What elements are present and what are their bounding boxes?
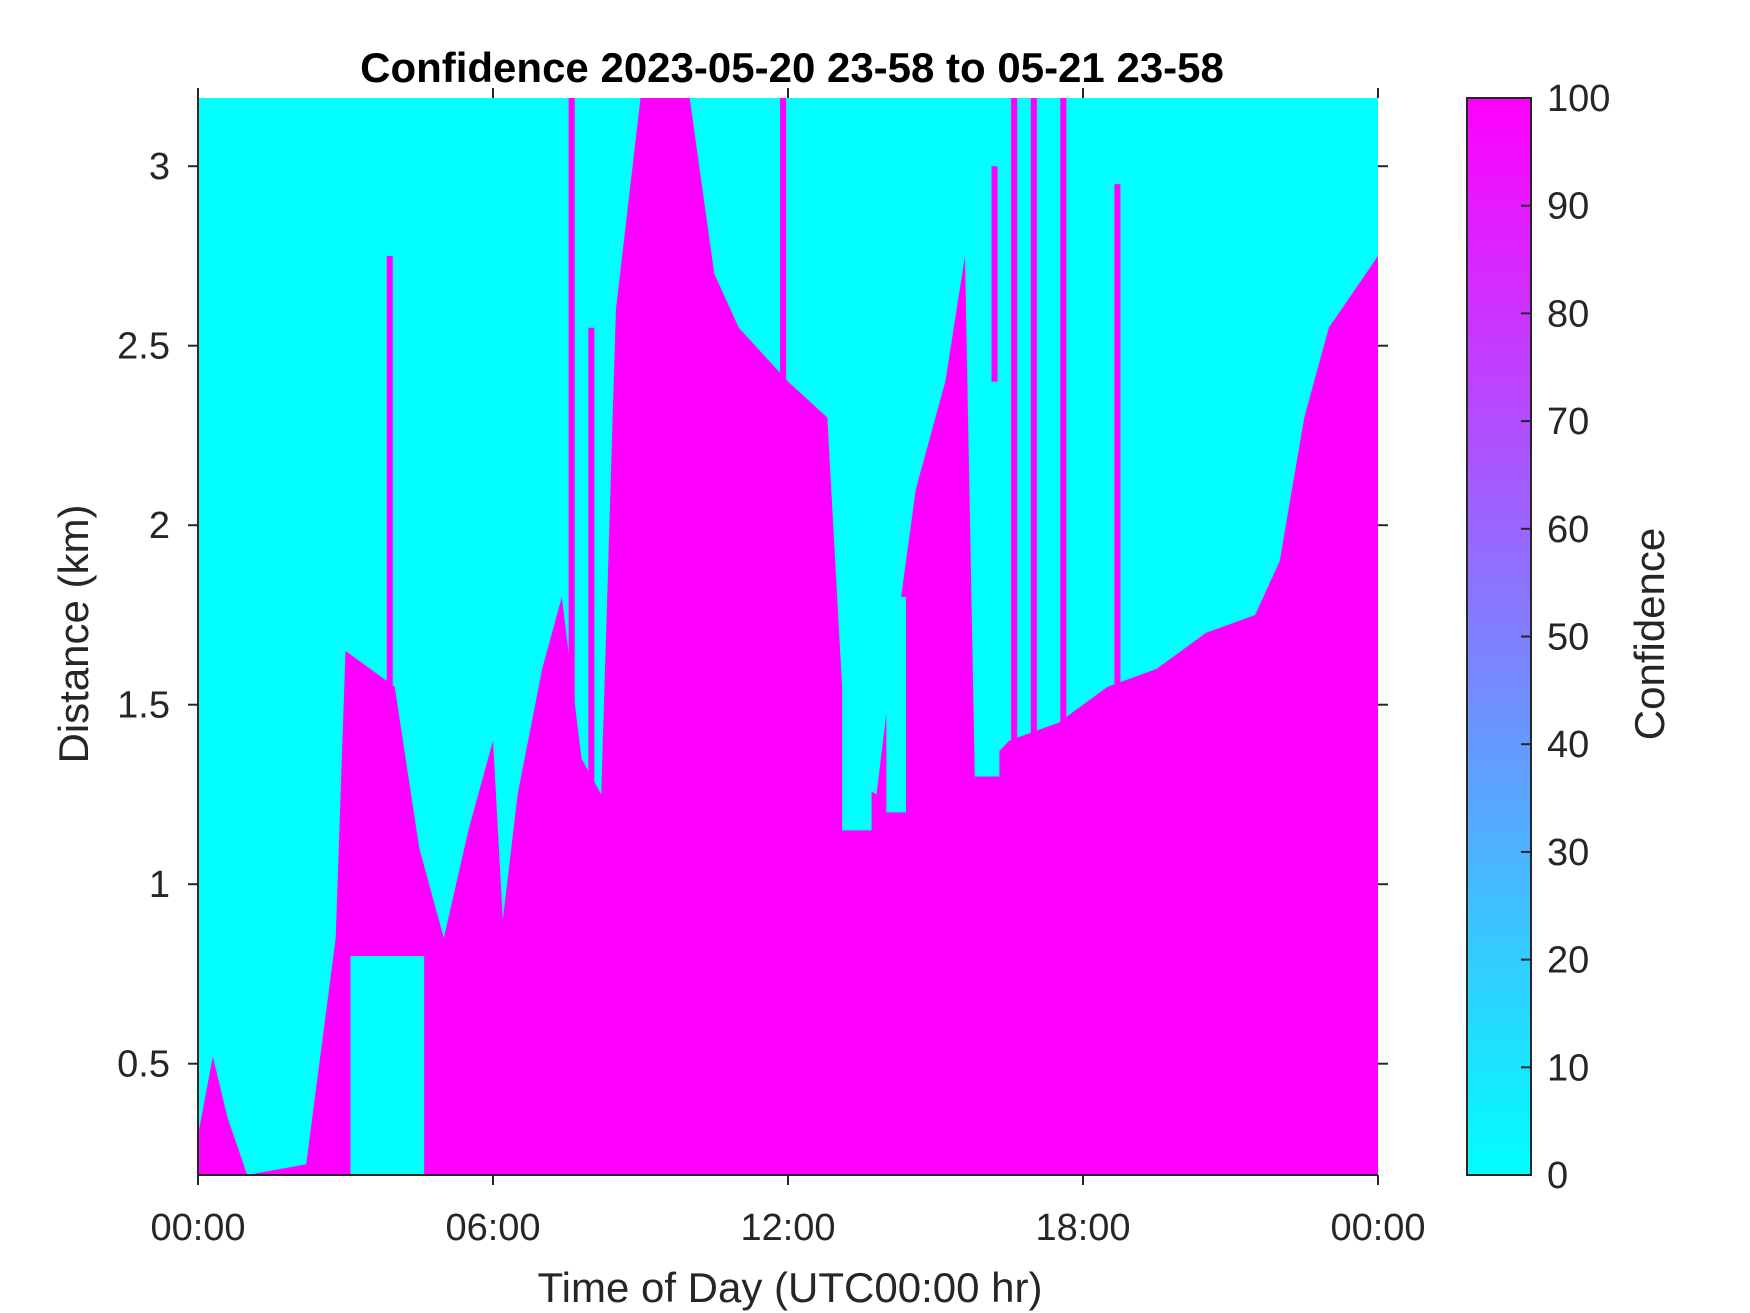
y-axis-label: Distance (km) [50, 504, 97, 763]
y-tick-label: 1.5 [117, 685, 170, 727]
low-confidence-pocket [842, 381, 872, 831]
colorbar-gradient [1466, 97, 1532, 1176]
y-tick-label: 1 [149, 864, 170, 906]
colorbar: 0 10 20 30 40 50 60 70 80 90 100 [1466, 78, 1610, 1197]
high-confidence-streak [588, 327, 595, 1175]
y-tick-label: 3 [149, 146, 170, 188]
x-tick-label: 00:00 [150, 1207, 245, 1249]
colorbar-tick-label: 0 [1547, 1155, 1568, 1197]
x-tick-label: 12:00 [740, 1207, 835, 1249]
y-tick-label: 2 [149, 505, 170, 547]
high-confidence-streak [568, 98, 575, 1175]
high-confidence-region [198, 98, 1378, 1175]
high-confidence-streak [1114, 184, 1121, 1175]
low-confidence-pocket [886, 597, 906, 813]
plot-area [198, 98, 1378, 1175]
colorbar-tick-label: 10 [1547, 1047, 1589, 1089]
low-confidence-pocket [350, 956, 425, 1175]
high-confidence-streak [1060, 98, 1067, 1175]
high-confidence-streak [1011, 98, 1018, 1175]
y-axis-ticks: 0.5 1 1.5 2 2.5 3 [117, 146, 1388, 1086]
y-tick-label: 2.5 [117, 326, 170, 368]
x-tick-label: 18:00 [1035, 1207, 1130, 1249]
high-confidence-streak [780, 98, 787, 1175]
high-confidence-streak [1030, 98, 1037, 1175]
colorbar-tick-label: 100 [1547, 78, 1610, 120]
y-tick-label: 0.5 [117, 1044, 170, 1086]
colorbar-label: Confidence [1626, 528, 1673, 740]
high-confidence-streak [386, 255, 393, 1175]
x-tick-label: 00:00 [1330, 1207, 1425, 1249]
colorbar-tick-label: 40 [1547, 724, 1589, 766]
x-tick-label: 06:00 [445, 1207, 540, 1249]
colorbar-tick-label: 70 [1547, 401, 1589, 443]
low-confidence-pocket [974, 381, 1000, 777]
chart-title: Confidence 2023-05-20 23-58 to 05-21 23-… [360, 44, 1224, 91]
colorbar-tick-label: 90 [1547, 186, 1589, 228]
x-axis-ticks: 00:00 06:00 12:00 18:00 00:00 [150, 88, 1426, 1249]
colorbar-tick-label: 50 [1547, 617, 1589, 659]
colorbar-tick-label: 80 [1547, 293, 1589, 335]
colorbar-tick-label: 30 [1547, 832, 1589, 874]
x-axis-label: Time of Day (UTC00:00 hr) [538, 1264, 1043, 1311]
colorbar-tick-label: 60 [1547, 509, 1589, 551]
colorbar-tick-label: 20 [1547, 940, 1589, 982]
